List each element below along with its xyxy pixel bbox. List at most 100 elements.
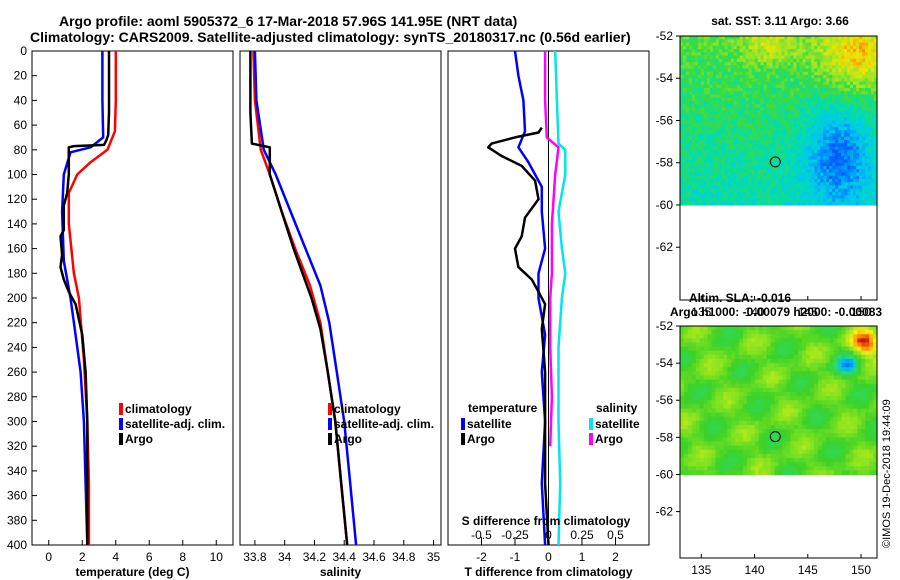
map-cell: [857, 367, 862, 372]
map-cell: [781, 49, 786, 53]
map-cell: [799, 100, 803, 105]
map-cell: [820, 97, 824, 102]
map-cell: [820, 133, 824, 138]
map-cell: [825, 420, 831, 426]
map-cell: [754, 391, 760, 397]
map-cell: [829, 78, 833, 83]
map-cell: [745, 117, 750, 122]
map-cell: [772, 149, 777, 154]
map-cell: [796, 139, 800, 144]
map-cell: [802, 188, 806, 193]
map-cell: [715, 61, 720, 66]
map-cell: [757, 61, 762, 66]
xtick-label-salinity: 33.8: [243, 550, 267, 564]
map-cell: [683, 346, 689, 352]
map-cell: [802, 198, 806, 203]
map-cell: [850, 68, 854, 73]
map-cell: [733, 45, 738, 50]
map-cell: [751, 120, 756, 125]
map-cell: [820, 84, 824, 89]
map-cell: [793, 152, 797, 157]
map-cell: [727, 387, 732, 393]
map-cell: [808, 117, 812, 122]
map-cell: [856, 68, 860, 73]
map-cell: [781, 130, 786, 135]
map-cell: [808, 178, 812, 183]
map-cell: [781, 81, 786, 86]
map-cell: [794, 334, 799, 339]
map-cell: [832, 74, 836, 79]
map-cell: [754, 126, 759, 131]
map-cell: [691, 165, 696, 170]
xtick-label-difference: -2: [476, 550, 487, 564]
map-cell: [721, 123, 726, 128]
map-cell: [703, 391, 709, 397]
map-cell: [718, 172, 723, 177]
map-cell: [808, 201, 812, 206]
map-cell: [772, 143, 777, 148]
map-cell: [680, 420, 685, 426]
map-cell: [735, 375, 740, 381]
map-cell: [685, 71, 690, 76]
map-cell: [727, 159, 732, 164]
map-cell: [784, 87, 789, 92]
map-cell: [706, 143, 711, 148]
map-cell: [786, 326, 791, 331]
map-cell: [700, 55, 705, 60]
map-cell: [697, 198, 702, 203]
map-cell: [721, 36, 726, 40]
map-cell: [760, 143, 765, 148]
map-cell: [766, 350, 772, 356]
map-cell: [772, 178, 777, 183]
map-cell: [784, 58, 789, 63]
map-cell: [766, 178, 771, 183]
map-cell: [817, 363, 823, 368]
map-cell: [707, 416, 713, 422]
map-cell: [685, 68, 690, 73]
map-cell: [832, 159, 836, 164]
map-cell: [703, 71, 708, 76]
map-cell: [769, 120, 774, 125]
map-cell: [735, 420, 740, 426]
map-cell: [680, 84, 684, 89]
map-cell: [817, 39, 821, 44]
map-cell: [733, 107, 738, 112]
map-cell: [781, 123, 786, 128]
map-cell: [697, 133, 702, 138]
map-cell: [782, 383, 787, 389]
map-cell: [757, 68, 762, 73]
map-cell: [735, 429, 740, 434]
map-cell: [727, 126, 732, 131]
map-cell: [724, 52, 729, 57]
map-cell: [813, 437, 819, 443]
series-line-difference-1: [486, 126, 550, 546]
map-cell: [835, 74, 839, 79]
map-cell: [763, 165, 768, 170]
map-cell: [786, 334, 791, 339]
map-cell: [844, 113, 848, 118]
map-cell: [754, 143, 759, 148]
map-cell: [757, 78, 762, 83]
map-cell: [829, 330, 835, 335]
map-cell: [730, 87, 735, 92]
map-cell: [688, 49, 693, 53]
map-cell: [721, 195, 726, 200]
map-cell: [826, 156, 830, 161]
map-cell: [691, 156, 696, 161]
map-cell: [820, 91, 824, 96]
map-cell: [688, 123, 693, 128]
map-cell: [784, 198, 789, 203]
map-cell: [736, 117, 741, 122]
map-cell: [769, 117, 774, 122]
map-cell: [730, 81, 735, 86]
map-cell: [715, 400, 720, 405]
map-cell: [862, 78, 866, 83]
map-cell: [750, 338, 756, 344]
map-cell: [799, 58, 803, 63]
map-cell: [745, 78, 750, 83]
map-cell: [735, 326, 740, 331]
map-cell: [699, 359, 705, 364]
xaxis-label-difference: T difference from climatology: [464, 565, 632, 579]
map-cell: [770, 363, 776, 368]
map-cell: [727, 42, 732, 47]
